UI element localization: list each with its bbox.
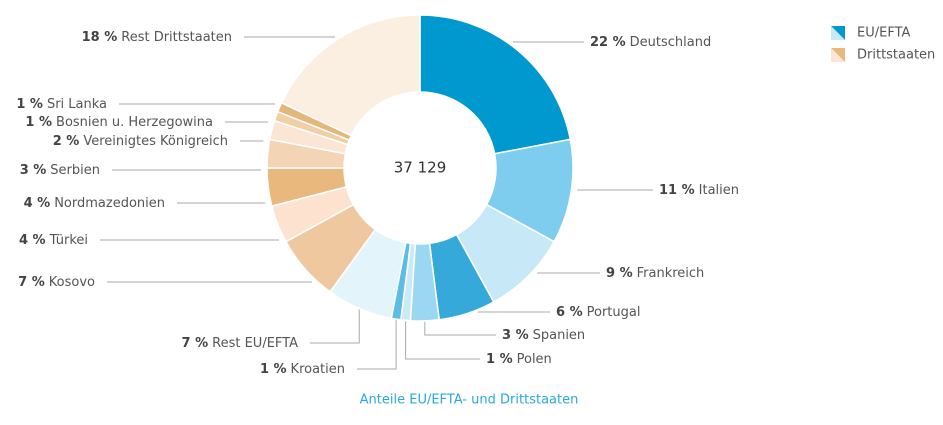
value-label: 18 % bbox=[82, 30, 118, 45]
category-label: Portugal bbox=[587, 305, 641, 320]
slice-label: 7 % Kosovo bbox=[18, 275, 95, 290]
value-label: 6 % bbox=[556, 305, 583, 320]
value-label: 1 % bbox=[25, 115, 52, 130]
value-label: 22 % bbox=[590, 35, 626, 50]
leader-line bbox=[405, 321, 480, 360]
slice-label: 9 % Frankreich bbox=[606, 266, 704, 281]
slice-label: 1 % Bosnien u. Herzegowina bbox=[25, 115, 213, 130]
slice-label: 7 % Rest EU/EFTA bbox=[182, 336, 299, 351]
category-label: Bosnien u. Herzegowina bbox=[56, 115, 213, 130]
category-label: Serbien bbox=[50, 163, 100, 178]
value-label: 7 % bbox=[18, 275, 45, 290]
center-label: 37 129 bbox=[394, 159, 447, 177]
slice bbox=[280, 14, 421, 137]
category-label: Kosovo bbox=[49, 275, 95, 290]
value-label: 2 % bbox=[53, 134, 80, 149]
category-label: Nordmazedonien bbox=[54, 196, 165, 211]
value-label: 11 % bbox=[659, 183, 695, 198]
slice-label: 18 % Rest Drittstaaten bbox=[82, 30, 232, 45]
category-label: Sri Lanka bbox=[47, 97, 107, 112]
value-label: 3 % bbox=[502, 328, 529, 343]
value-label: 4 % bbox=[19, 233, 46, 248]
category-label: Deutschland bbox=[630, 35, 712, 50]
slice-label: 22 % Deutschland bbox=[590, 35, 711, 50]
value-label: 1 % bbox=[16, 97, 43, 112]
value-label: 9 % bbox=[606, 266, 633, 281]
slice-label: 1 % Polen bbox=[486, 352, 552, 367]
category-label: Rest Drittstaaten bbox=[121, 30, 232, 45]
category-label: Polen bbox=[517, 352, 552, 367]
legend-label: EU/EFTA bbox=[857, 26, 911, 41]
slice-label: 3 % Serbien bbox=[20, 163, 100, 178]
value-label: 4 % bbox=[24, 196, 51, 211]
category-label: Frankreich bbox=[637, 266, 705, 281]
slice-label: 3 % Spanien bbox=[502, 328, 585, 343]
leader-line bbox=[310, 309, 360, 344]
value-label: 7 % bbox=[182, 336, 209, 351]
caption: Anteile EU/EFTA- und Drittstaaten bbox=[360, 393, 579, 408]
legend-label: Drittstaaten bbox=[857, 48, 935, 63]
slice bbox=[419, 14, 572, 155]
category-label: Türkei bbox=[49, 233, 88, 248]
legend-icon-light bbox=[831, 26, 845, 40]
legend-icon-light bbox=[831, 48, 845, 62]
slice-label: 6 % Portugal bbox=[556, 305, 640, 320]
slice-label: 1 % Kroatien bbox=[260, 362, 345, 377]
value-label: 1 % bbox=[260, 362, 287, 377]
category-label: Italien bbox=[699, 183, 739, 198]
slice-label: 1 % Sri Lanka bbox=[16, 97, 107, 112]
slice-label: 4 % Nordmazedonien bbox=[24, 196, 165, 211]
slice-label: 11 % Italien bbox=[659, 183, 739, 198]
category-label: Rest EU/EFTA bbox=[212, 336, 298, 351]
slice-label: 4 % Türkei bbox=[19, 233, 88, 248]
slices bbox=[266, 14, 574, 322]
category-label: Spanien bbox=[533, 328, 586, 343]
category-label: Kroatien bbox=[291, 362, 345, 377]
category-label: Vereinigtes Königreich bbox=[83, 134, 228, 149]
value-label: 3 % bbox=[20, 163, 47, 178]
slice-label: 2 % Vereinigtes Königreich bbox=[53, 134, 228, 149]
leader-line bbox=[357, 320, 397, 370]
leader-line bbox=[424, 321, 496, 336]
value-label: 1 % bbox=[486, 352, 513, 367]
